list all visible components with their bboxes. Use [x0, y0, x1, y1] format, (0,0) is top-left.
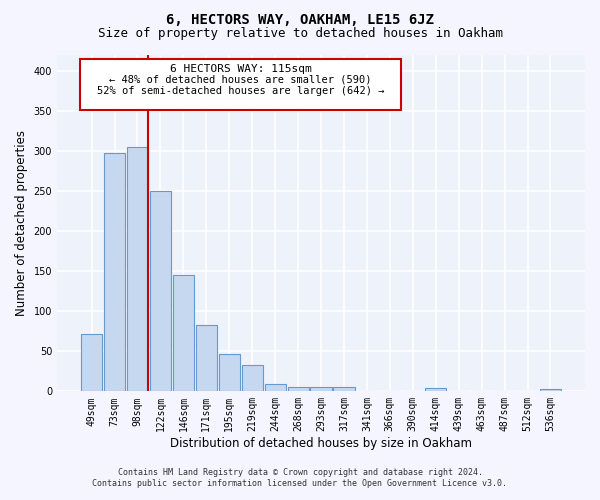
X-axis label: Distribution of detached houses by size in Oakham: Distribution of detached houses by size … [170, 437, 472, 450]
Bar [287, 386, 308, 392]
Bar [540, 389, 561, 392]
Bar [265, 384, 286, 392]
Bar [81, 334, 102, 392]
Bar [218, 354, 240, 392]
Text: Contains HM Land Registry data © Crown copyright and database right 2024.
Contai: Contains HM Land Registry data © Crown c… [92, 468, 508, 487]
Bar [104, 152, 125, 392]
Bar [242, 365, 263, 392]
Text: 52% of semi-detached houses are larger (642) →: 52% of semi-detached houses are larger (… [97, 86, 385, 96]
Bar [173, 275, 194, 392]
Bar [310, 386, 332, 392]
Bar [150, 191, 171, 392]
Text: ← 48% of detached houses are smaller (590): ← 48% of detached houses are smaller (59… [109, 74, 372, 84]
Bar [196, 325, 217, 392]
Bar [127, 147, 148, 392]
Text: 6 HECTORS WAY: 115sqm: 6 HECTORS WAY: 115sqm [170, 64, 311, 74]
Bar [334, 386, 355, 392]
Text: 6, HECTORS WAY, OAKHAM, LE15 6JZ: 6, HECTORS WAY, OAKHAM, LE15 6JZ [166, 12, 434, 26]
FancyBboxPatch shape [80, 59, 401, 110]
Bar [356, 390, 377, 392]
Text: Size of property relative to detached houses in Oakham: Size of property relative to detached ho… [97, 28, 503, 40]
Y-axis label: Number of detached properties: Number of detached properties [15, 130, 28, 316]
Bar [425, 388, 446, 392]
